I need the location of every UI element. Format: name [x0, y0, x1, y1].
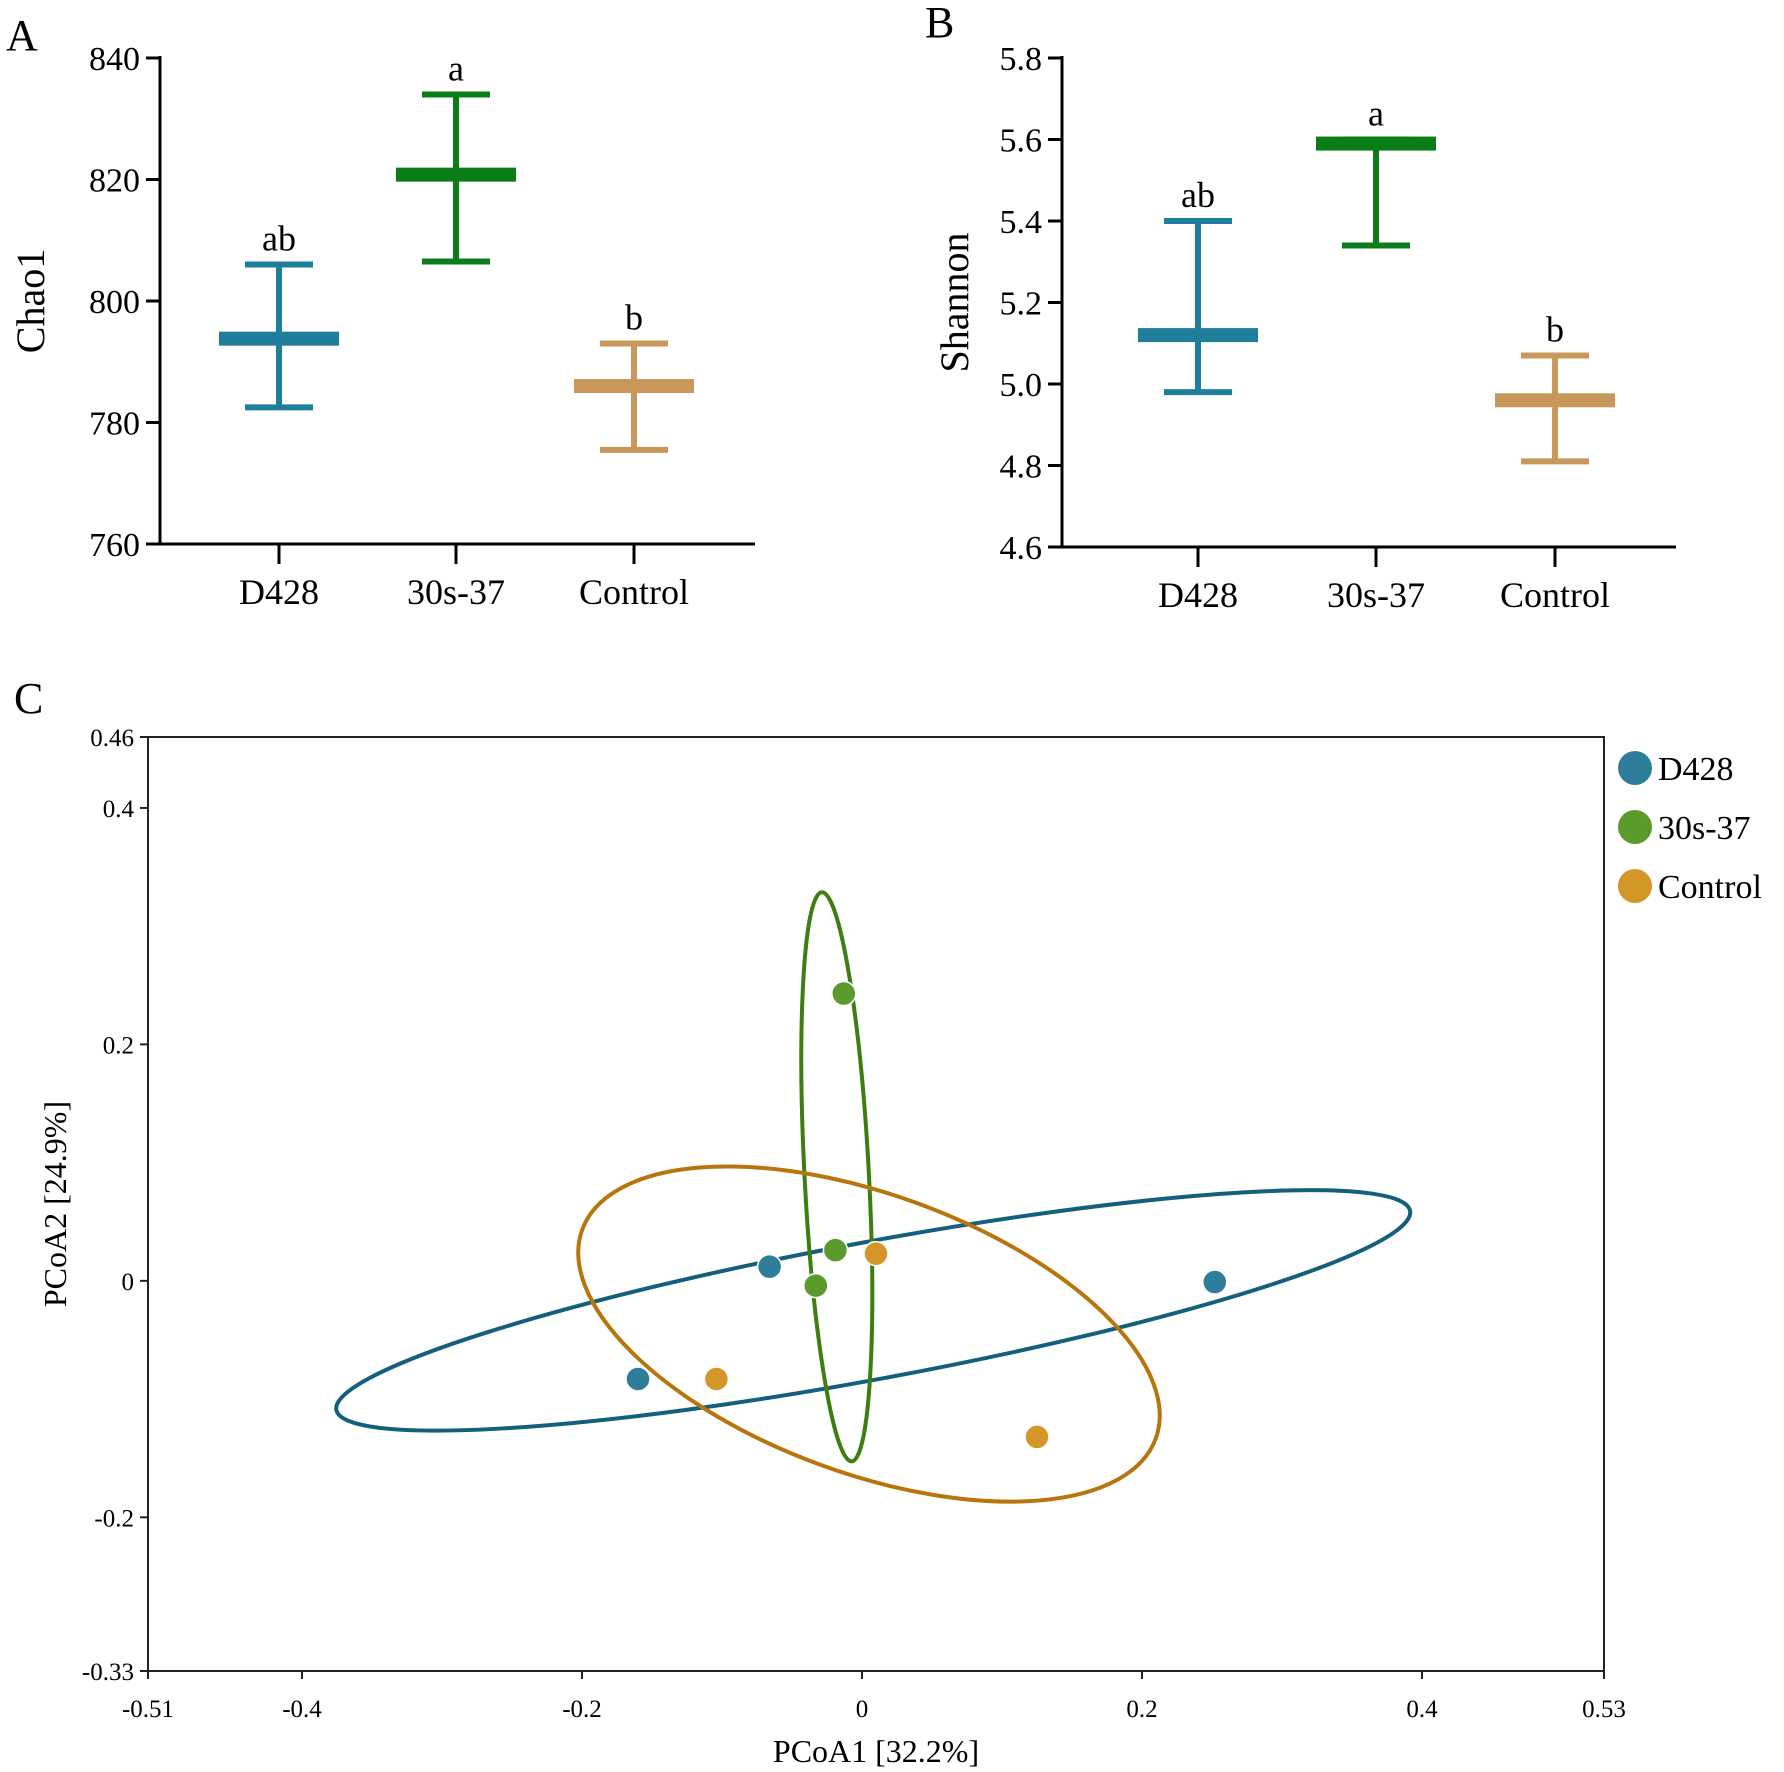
y-tick-label: 4.6 — [1000, 530, 1043, 567]
data-point — [756, 1253, 783, 1280]
x-tick-label: Control — [1500, 575, 1610, 615]
data-point — [625, 1366, 651, 1392]
x-tick-label: Control — [579, 572, 689, 612]
y-tick-label: 0.2 — [103, 1032, 134, 1059]
chart-chao1: 760 780 800 820 840 Chao1 D428 ab 30s-37 a Control… — [8, 41, 755, 612]
mean-bar — [219, 331, 339, 346]
y-axis-label: PCoA2 [24.9%] — [37, 1101, 73, 1307]
y-tick-label: 5.2 — [1000, 286, 1043, 323]
x-tick-label: -0.2 — [562, 1696, 602, 1723]
y-tick-label: 5.6 — [1000, 123, 1043, 160]
y-tick-label: 760 — [89, 527, 140, 564]
mean-bar — [1138, 328, 1258, 343]
mean-bar — [1495, 393, 1615, 408]
y-tick-label: 0 — [122, 1269, 135, 1296]
significance-letter: ab — [1181, 175, 1215, 215]
y-tick-label: 800 — [89, 284, 140, 321]
significance-letter: a — [1368, 94, 1384, 134]
data-point — [703, 1366, 730, 1392]
data-point — [803, 1272, 829, 1299]
x-tick-label: -0.4 — [282, 1696, 322, 1723]
x-axis-label: PCoA1 [32.2%] — [773, 1733, 979, 1769]
data-point — [831, 980, 857, 1007]
y-tick-label: 5.4 — [1000, 204, 1043, 241]
legend-label: 30s-37 — [1658, 810, 1751, 847]
y-tick-label: -0.2 — [94, 1505, 134, 1532]
y-tick-label: 0.46 — [90, 725, 134, 752]
y-tick-label: -0.33 — [82, 1659, 134, 1686]
y-tick-label: 820 — [89, 163, 140, 200]
data-point — [1024, 1424, 1050, 1450]
legend-marker — [1618, 751, 1652, 785]
confidence-ellipse — [576, 1164, 1162, 1504]
y-tick-label: 780 — [89, 406, 140, 443]
mean-bar — [574, 379, 694, 394]
y-tick-label: 5.8 — [1000, 41, 1043, 78]
chart-shannon: 4.64.85.05.25.45.65.8ShannonD428ab30s-37… — [932, 41, 1676, 615]
panel-label-b: B — [925, 0, 954, 47]
x-tick-label: 30s-37 — [1327, 575, 1425, 615]
confidence-ellipse — [799, 890, 875, 1464]
mean-bar — [1316, 136, 1436, 151]
y-tick-label: 840 — [89, 41, 140, 78]
x-tick-label: 0.2 — [1126, 1696, 1157, 1723]
confidence-ellipse — [334, 1188, 1413, 1433]
data-point — [863, 1240, 889, 1267]
panel-label-a: A — [6, 11, 38, 60]
data-point — [1202, 1269, 1228, 1295]
x-tick-label: D428 — [1158, 575, 1238, 615]
legend-marker — [1618, 869, 1652, 903]
y-tick-label: 4.8 — [1000, 449, 1043, 486]
panel-label-c: C — [14, 674, 43, 723]
x-tick-label: D428 — [239, 572, 319, 612]
data-point — [822, 1237, 849, 1263]
chart-pcoa: -0.33 -0.2 0 0.2 0.4 0.46 -0.51 -0.4 -0.2 0 0.2 0.4… — [37, 725, 1762, 1769]
legend-label: Control — [1658, 869, 1762, 906]
plot-frame — [147, 736, 1605, 1672]
x-tick-label: -0.51 — [122, 1696, 174, 1723]
y-axis-label: Shannon — [932, 233, 977, 373]
legend-marker — [1618, 810, 1652, 844]
mean-bar — [396, 167, 516, 182]
y-tick-label: 5.0 — [1000, 367, 1043, 404]
significance-letter: b — [1546, 309, 1564, 349]
significance-letter: a — [448, 48, 464, 88]
x-tick-label: 0.53 — [1582, 1696, 1626, 1723]
x-tick-label: 0 — [856, 1696, 869, 1723]
x-tick-label: 30s-37 — [407, 572, 505, 612]
x-tick-label: 0.4 — [1406, 1696, 1438, 1723]
y-axis-label: Chao1 — [8, 249, 53, 353]
y-tick-label: 0.4 — [103, 796, 135, 823]
legend-label: D428 — [1658, 751, 1734, 788]
significance-letter: b — [625, 298, 643, 338]
significance-letter: ab — [262, 219, 296, 259]
